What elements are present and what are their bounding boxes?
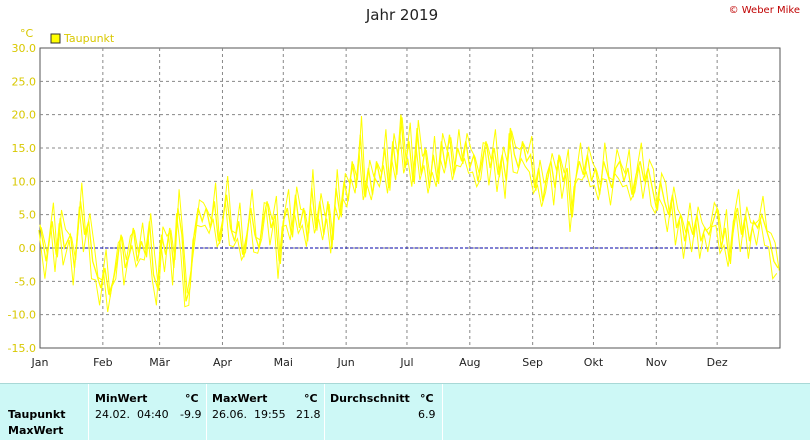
- stats-divider: [324, 384, 325, 440]
- x-tick-label: Apr: [213, 356, 233, 369]
- series-line: [39, 114, 779, 302]
- x-tick-label: Feb: [93, 356, 112, 369]
- avg-value: 6.9: [418, 408, 436, 421]
- series-line-upper: [40, 115, 780, 298]
- y-tick-label: 0.0: [19, 242, 37, 255]
- legend-swatch: [50, 33, 61, 44]
- copyright-text: © Weber Mike: [729, 5, 800, 16]
- y-tick-label: 20.0: [12, 109, 37, 122]
- legend-label: Taupunkt: [63, 32, 115, 45]
- y-tick-label: 15.0: [12, 142, 37, 155]
- y-tick-label: 25.0: [12, 75, 37, 88]
- chart: Jahr 2019 © Weber Mike °C Taupunkt -15.0…: [8, 5, 800, 369]
- x-tick-label: Jul: [399, 356, 413, 369]
- max-unit: °C: [304, 392, 318, 405]
- y-tick-label: -15.0: [8, 342, 36, 355]
- min-header: MinWert: [95, 392, 148, 405]
- stats-divider: [442, 384, 443, 440]
- chart-title: Jahr 2019: [365, 6, 438, 24]
- avg-header: Durchschnitt: [330, 392, 410, 405]
- x-tick-label: Okt: [584, 356, 604, 369]
- max-value: 21.8: [296, 408, 321, 421]
- stats-divider: [88, 384, 89, 440]
- y-tick-label: 5.0: [19, 209, 37, 222]
- y-tick-label: 30.0: [12, 42, 37, 55]
- plot-area: -15.0 -10.0 -5.0 0.0 5.0 10.0 15.0 20.0 25.0 30.0…: [8, 42, 781, 369]
- row-label-taupunkt: Taupunkt: [8, 408, 66, 421]
- y-tick-label: -10.0: [8, 309, 36, 322]
- avg-unit: °C: [420, 392, 434, 405]
- min-value: -9.9: [180, 408, 202, 421]
- stats-divider: [206, 384, 207, 440]
- x-tick-label: Nov: [646, 356, 668, 369]
- y-unit-label: °C: [20, 27, 34, 40]
- max-date: 26.06. 19:55: [212, 408, 286, 421]
- max-header: MaxWert: [212, 392, 268, 405]
- x-tick-label: Mär: [149, 356, 170, 369]
- y-tick-label: 10.0: [12, 175, 37, 188]
- min-date: 24.02. 04:40: [95, 408, 169, 421]
- x-tick-label: Mai: [274, 356, 293, 369]
- stats-panel: MinWert °C MaxWert °C Durchschnitt °C Ta…: [0, 383, 810, 440]
- x-tick-label: Sep: [522, 356, 543, 369]
- x-tick-label: Jan: [31, 356, 49, 369]
- row-label-maxwert: MaxWert: [8, 424, 64, 437]
- x-tick-label: Dez: [707, 356, 728, 369]
- x-tick-label: Aug: [459, 356, 480, 369]
- min-unit: °C: [185, 392, 199, 405]
- y-tick-label: -5.0: [15, 275, 36, 288]
- x-tick-label: Jun: [337, 356, 355, 369]
- plot-frame: [39, 47, 781, 349]
